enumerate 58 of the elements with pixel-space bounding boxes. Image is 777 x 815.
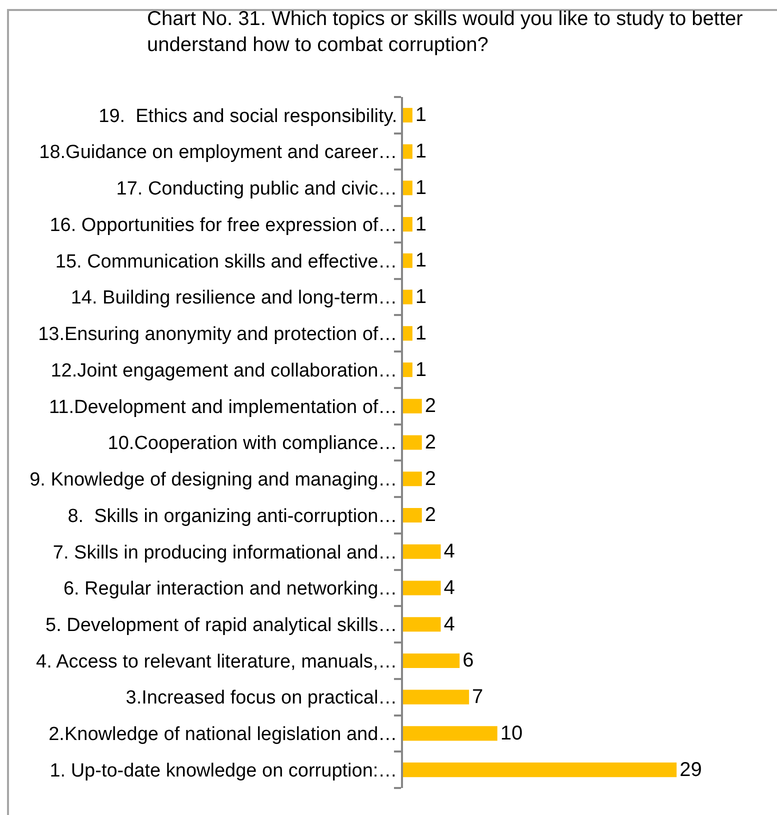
data-label: 1 [415, 286, 427, 308]
y-tick-label: 10.Cooperation with compliance… [108, 433, 398, 454]
bar [403, 290, 412, 304]
data-label: 2 [424, 432, 436, 454]
data-label: 4 [444, 613, 455, 636]
bar [403, 762, 677, 778]
chart-title: Chart No. 31. Which topics or skills would you like to study to better understand how to combat corruption? [147, 8, 744, 56]
bar [403, 435, 422, 450]
y-tick-label: 15. Communication skills and effective… [55, 251, 398, 272]
bar [403, 653, 460, 668]
data-label: 1 [415, 104, 427, 126]
data-label: 4 [444, 540, 455, 563]
data-label: 1 [415, 358, 427, 381]
data-label: 10 [500, 722, 523, 744]
y-tick-label: 8. Skills in organizing anti-corruption… [68, 506, 398, 527]
data-label: 29 [680, 758, 702, 781]
bar [403, 326, 412, 341]
bar [403, 508, 422, 523]
y-tick-label: 14. Building resilience and long-term… [70, 288, 398, 309]
y-tick-label: 18.Guidance on employment and career… [39, 142, 398, 164]
bar [403, 253, 412, 268]
y-tick-label: 11.Development and implementation of… [49, 396, 398, 418]
data-label: 1 [415, 213, 427, 236]
y-tick-label: 1. Up-to-date knowledge on corruption:… [50, 760, 398, 782]
data-label: 2 [424, 504, 436, 526]
bar [403, 108, 412, 122]
data-label: 2 [424, 468, 436, 490]
bar [403, 472, 422, 486]
y-tick-label: 4. Access to relevant literature, manuals,… [36, 651, 398, 672]
data-label: 1 [415, 140, 427, 163]
data-label: 1 [415, 176, 427, 199]
y-tick-label: 19. Ethics and social responsibility. [98, 106, 398, 127]
bar [403, 144, 412, 159]
y-tick-label: 13.Ensuring anonymity and protection of… [38, 324, 398, 346]
bar [403, 362, 412, 378]
data-label: 4 [444, 576, 455, 599]
y-tick-label: 9. Knowledge of designing and managing… [30, 470, 398, 491]
y-tick-label: 3.Increased focus on practical… [126, 688, 398, 709]
bar [403, 180, 412, 196]
y-tick-label: 5. Development of rapid analytical skills… [46, 614, 398, 636]
data-label: 6 [462, 650, 474, 672]
y-tick-label: 17. Conducting public and civic… [116, 178, 398, 200]
bar [403, 398, 422, 414]
y-tick-label: 12.Joint engagement and collaboration… [50, 360, 398, 382]
bar [403, 690, 470, 704]
data-label: 1 [415, 250, 427, 272]
y-tick-label: 16. Opportunities for free expression of… [50, 214, 398, 236]
y-tick-label: 7. Skills in producing informational and… [52, 542, 398, 564]
bar [403, 580, 441, 596]
bar [403, 726, 498, 741]
y-tick-label: 6. Regular interaction and networking… [63, 578, 398, 600]
bar [403, 544, 441, 559]
bar [403, 617, 441, 632]
y-tick-label: 2.Knowledge of national legislation and… [48, 724, 398, 746]
bar [403, 217, 412, 232]
data-label: 1 [415, 322, 427, 344]
data-label: 7 [472, 686, 484, 708]
data-label: 2 [424, 395, 436, 418]
